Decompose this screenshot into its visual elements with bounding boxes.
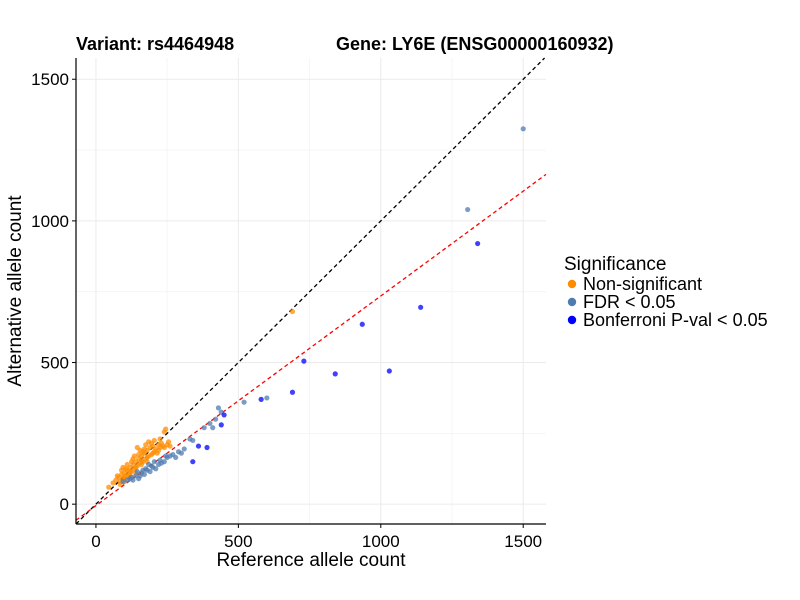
- data-point: [141, 471, 147, 478]
- x-axis-title: Reference allele count: [216, 550, 406, 571]
- data-point: [173, 454, 179, 461]
- data-point: [153, 466, 159, 472]
- data-point: [264, 395, 270, 401]
- x-tick-label: 1500: [504, 532, 542, 551]
- legend-key: [567, 315, 577, 325]
- data-point: [136, 451, 142, 458]
- data-point: [165, 439, 172, 445]
- data-point: [161, 459, 167, 465]
- data-point: [215, 405, 222, 411]
- data-point: [332, 371, 338, 377]
- grid: [76, 58, 546, 524]
- reference-lines: [75, 57, 547, 525]
- legend-title: Significance: [564, 254, 666, 275]
- series-bonferroni-p-val-0-05: [190, 240, 481, 465]
- data-point: [201, 425, 207, 431]
- data-point: [134, 468, 140, 475]
- data-point: [106, 484, 112, 490]
- data-point: [124, 461, 130, 468]
- legend-key: [567, 297, 577, 307]
- data-point: [133, 464, 139, 470]
- data-point: [150, 450, 156, 456]
- data-point: [359, 321, 365, 327]
- data-point: [143, 466, 149, 472]
- data-point: [178, 450, 184, 456]
- data-point: [181, 446, 187, 452]
- data-point: [120, 478, 126, 485]
- data-point: [131, 453, 137, 459]
- data-point: [289, 389, 296, 395]
- fit-line: [75, 173, 547, 521]
- y-tick-label: 0: [60, 495, 69, 514]
- x-tick-label: 1000: [362, 532, 400, 551]
- data-point: [161, 444, 167, 451]
- data-point: [475, 240, 481, 247]
- legend-label: Bonferroni P-val < 0.05: [583, 310, 768, 330]
- legend-label: FDR < 0.05: [583, 292, 676, 312]
- data-point: [218, 422, 224, 428]
- x-tick-label: 500: [224, 532, 252, 551]
- data-point: [146, 439, 152, 445]
- identity-line: [75, 57, 546, 525]
- data-point: [127, 476, 133, 482]
- data-point: [465, 206, 471, 213]
- data-point: [148, 463, 155, 469]
- data-point: [138, 461, 145, 468]
- data-point: [163, 453, 169, 459]
- y-tick-label: 1000: [31, 212, 69, 231]
- y-tick-label: 1500: [31, 70, 69, 89]
- data-point: [123, 466, 129, 472]
- data-point: [140, 449, 146, 455]
- data-point: [151, 437, 157, 444]
- data-point: [163, 426, 169, 432]
- data-points: [106, 126, 526, 490]
- data-point: [289, 308, 296, 315]
- data-point: [151, 459, 157, 465]
- data-point: [207, 420, 213, 427]
- axis-ticks: 0 500 1000 1500 0 500 1000 1500: [31, 70, 542, 551]
- data-point: [190, 437, 196, 444]
- data-point: [204, 444, 210, 451]
- data-point: [167, 443, 173, 449]
- data-point: [144, 454, 150, 461]
- data-point: [138, 457, 145, 463]
- legend-label: Non-significant: [583, 274, 702, 294]
- x-tick-label: 0: [91, 532, 100, 551]
- chart-title-gene: Gene: LY6E (ENSG00000160932): [336, 34, 614, 54]
- axes: [75, 58, 546, 525]
- chart-title-variant: Variant: rs4464948: [76, 34, 234, 54]
- data-point: [190, 459, 196, 465]
- data-point: [128, 459, 135, 465]
- data-point: [157, 457, 163, 463]
- data-point: [137, 473, 143, 479]
- legend-key: [567, 279, 577, 289]
- data-point: [157, 436, 163, 442]
- data-point: [134, 444, 140, 451]
- data-point: [210, 425, 216, 431]
- data-point: [221, 412, 227, 418]
- y-axis-title: Alternative allele count: [5, 195, 26, 387]
- data-point: [114, 473, 120, 479]
- data-point: [520, 126, 526, 132]
- y-tick-label: 500: [41, 354, 69, 373]
- data-point: [147, 468, 153, 475]
- data-point: [156, 447, 162, 453]
- data-point: [258, 396, 264, 402]
- series-fdr-0-05: [120, 126, 526, 485]
- data-point: [301, 358, 307, 364]
- data-point: [386, 368, 392, 374]
- data-point: [195, 443, 202, 449]
- data-point: [212, 416, 219, 422]
- data-point: [241, 399, 247, 405]
- data-point: [418, 304, 424, 310]
